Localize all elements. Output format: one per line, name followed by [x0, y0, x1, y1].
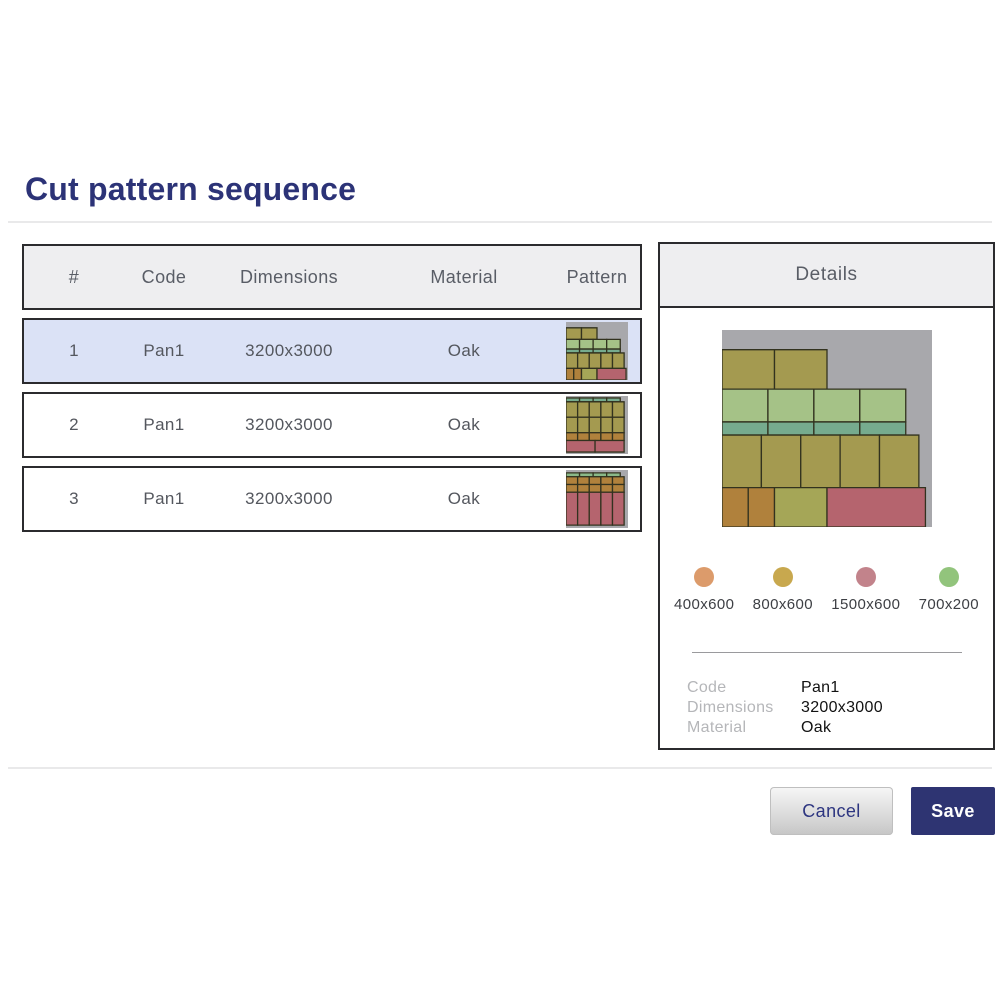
- table-row[interactable]: 3 Pan1 3200x3000 Oak: [22, 466, 642, 532]
- details-info: Code Pan1 Dimensions 3200x3000 Material …: [687, 678, 993, 738]
- legend-item: 700x200: [919, 567, 979, 613]
- cell-index: 1: [69, 341, 79, 360]
- legend-dot-icon: [694, 567, 715, 587]
- legend-label: 1500x600: [831, 596, 901, 613]
- cancel-button[interactable]: Cancel: [770, 787, 893, 835]
- cell-code: Pan1: [143, 489, 185, 508]
- footer-divider: [8, 767, 992, 769]
- info-row-code: Code Pan1: [687, 678, 993, 698]
- legend-dot-icon: [938, 567, 959, 587]
- details-header: Details: [660, 244, 993, 308]
- info-row-material: Material Oak: [687, 718, 993, 738]
- piece-legend: 400x600 800x600 1500x600 700x200: [660, 567, 993, 613]
- cell-code: Pan1: [143, 415, 185, 434]
- column-header-pattern: Pattern: [566, 266, 628, 287]
- legend-item: 1500x600: [831, 567, 900, 613]
- info-label: Dimensions: [687, 699, 774, 716]
- legend-dot-icon: [772, 567, 793, 587]
- legend-label: 700x200: [918, 596, 979, 613]
- details-panel: Details 400x600 800x600 1500x600 700x200: [658, 242, 995, 750]
- info-value: Oak: [801, 719, 832, 736]
- pattern-thumbnail: [566, 322, 628, 380]
- details-divider: [691, 652, 962, 653]
- cell-index: 3: [69, 489, 79, 508]
- cell-dimensions: 3200x3000: [245, 341, 333, 360]
- pattern-preview: [721, 330, 932, 527]
- cell-index: 2: [69, 415, 79, 434]
- page-title: Cut pattern sequence: [25, 171, 357, 207]
- table-row[interactable]: 2 Pan1 3200x3000 Oak: [22, 392, 642, 458]
- info-label: Material: [687, 719, 747, 736]
- column-header-code: Code: [141, 266, 187, 287]
- cell-dimensions: 3200x3000: [245, 489, 333, 508]
- column-header-index: #: [68, 266, 80, 287]
- column-header-material: Material: [430, 266, 498, 287]
- pattern-thumbnail: [566, 396, 628, 454]
- info-label: Code: [687, 679, 727, 696]
- column-header-dimensions: Dimensions: [239, 266, 339, 287]
- info-value: Pan1: [801, 679, 840, 696]
- cell-material: Oak: [447, 489, 481, 508]
- cell-material: Oak: [447, 341, 481, 360]
- title-divider: [8, 221, 992, 223]
- legend-item: 800x600: [753, 567, 813, 613]
- legend-label: 800x600: [752, 596, 813, 613]
- legend-dot-icon: [855, 567, 876, 587]
- legend-item: 400x600: [674, 567, 734, 613]
- cut-pattern-table: # Code Dimensions Material Pattern 1 Pan…: [22, 244, 642, 532]
- cell-material: Oak: [447, 415, 481, 434]
- cell-dimensions: 3200x3000: [245, 415, 333, 434]
- info-row-dimensions: Dimensions 3200x3000: [687, 698, 993, 718]
- legend-label: 400x600: [674, 596, 735, 613]
- table-header-row: # Code Dimensions Material Pattern: [22, 244, 642, 310]
- save-button[interactable]: Save: [911, 787, 995, 835]
- pattern-thumbnail: [566, 470, 628, 528]
- info-value: 3200x3000: [801, 699, 883, 716]
- table-row[interactable]: 1 Pan1 3200x3000 Oak: [22, 318, 642, 384]
- cell-code: Pan1: [143, 341, 185, 360]
